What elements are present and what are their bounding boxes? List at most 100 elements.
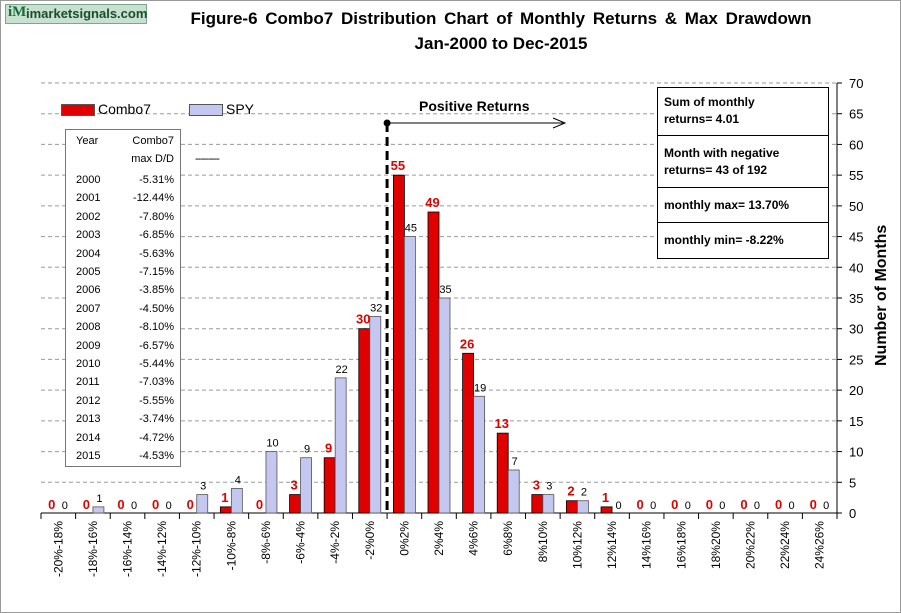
drawdown-value: -5.31%: [139, 174, 174, 186]
bar-spy: [542, 494, 555, 514]
data-label-spy: 4: [235, 474, 241, 486]
data-label-combo7: 0: [740, 497, 747, 512]
x-tick-label: -12%-10%: [190, 521, 204, 577]
bar-combo7: [566, 500, 578, 514]
y-tick-label: 15: [849, 414, 863, 429]
x-tick-label: 6%8%: [501, 521, 515, 556]
data-label-combo7: 49: [425, 195, 439, 210]
logo-mark: iM: [8, 4, 27, 20]
data-label-combo7: 0: [775, 497, 782, 512]
data-label-spy: 0: [62, 500, 68, 512]
y-tick-label: 50: [849, 199, 863, 214]
drawdown-year: 2005: [76, 266, 101, 278]
y-tick-label: 0: [849, 506, 856, 521]
drawdown-row: 2005 -7.15%: [66, 266, 180, 285]
drawdown-value: -4.72%: [139, 431, 174, 444]
x-tick-label: 8%10%: [536, 521, 550, 563]
drawdown-year: 2006: [76, 284, 101, 297]
drawdown-row: 2004 -5.63%: [66, 248, 180, 267]
bar-spy: [300, 457, 312, 514]
bar-spy: [196, 494, 209, 514]
bar-combo7: [392, 174, 405, 514]
bar-spy: [92, 506, 105, 514]
x-tick-label: 20%22%: [743, 521, 757, 569]
bar-combo7: [289, 494, 301, 514]
bar-spy: [403, 236, 416, 514]
drawdown-value: -4.50%: [139, 302, 174, 315]
bar-spy: [507, 469, 520, 514]
drawdown-year: 2008: [76, 321, 101, 334]
y-tick-label: 10: [849, 445, 863, 460]
positive-returns-label: Positive Returns: [419, 98, 530, 114]
data-label-combo7: 0: [117, 497, 124, 512]
drawdown-year: 2013: [76, 413, 101, 426]
data-label-combo7: 0: [671, 497, 678, 512]
drawdown-value: -4.53%: [139, 450, 174, 462]
bar-combo7: [600, 506, 613, 514]
y-tick-label: 40: [849, 260, 863, 275]
drawdown-row: 2011 -7.03%: [66, 376, 180, 395]
drawdown-row: 2001 -12.44%: [66, 192, 180, 211]
drawdown-row: 2002 -7.80%: [66, 211, 180, 230]
bar-combo7: [531, 494, 544, 514]
drawdown-row: 2007 -4.50%: [66, 303, 180, 322]
y-tick-label: 20: [849, 383, 863, 398]
stat-max: monthly max= 13.70%: [658, 188, 828, 223]
data-label-combo7: 0: [637, 497, 644, 512]
data-label-spy: 0: [823, 500, 829, 512]
data-label-combo7: 0: [152, 497, 159, 512]
x-tick-label: -8%-6%: [259, 521, 273, 564]
drawdown-year: 2010: [76, 358, 101, 370]
data-label-spy: 32: [370, 302, 382, 314]
drawdown-row: 2009 -6.57%: [66, 340, 180, 359]
stats-box: Sum of monthly returns= 4.01 Month with …: [657, 87, 829, 259]
x-tick-label: 14%16%: [640, 521, 654, 569]
data-label-spy: 2: [581, 487, 587, 499]
data-label-combo7: 0: [187, 497, 194, 512]
drawdown-year: 2015: [76, 450, 101, 462]
data-label-spy: 9: [304, 444, 310, 456]
drawdown-year: 2001: [76, 192, 101, 205]
stat-min: monthly min= -8.22%: [658, 223, 828, 258]
drawdown-row: 2013 -3.74%: [66, 413, 180, 432]
x-tick-label: 0%2%: [397, 521, 411, 556]
bar-spy: [334, 377, 347, 514]
data-label-combo7: 0: [256, 497, 263, 512]
bar-spy: [577, 500, 589, 514]
bar-combo7: [219, 506, 232, 514]
site-logo[interactable]: iM imarketsignals.com: [5, 4, 147, 24]
stat-min-text: monthly min= -8.22%: [664, 233, 784, 247]
data-label-combo7: 3: [533, 478, 540, 493]
stat-neg-line2: returns= 43 of 192: [664, 163, 768, 177]
drawdown-row: 2008 -8.10%: [66, 321, 180, 340]
stat-sum-line1: Sum of monthly: [664, 95, 755, 109]
stat-sum-line2: returns= 4.01: [664, 112, 740, 126]
y-tick-label: 55: [849, 168, 863, 183]
stat-sum: Sum of monthly returns= 4.01: [658, 88, 828, 136]
drawdown-value: -7.80%: [139, 210, 174, 223]
drawdown-value: -7.03%: [139, 376, 174, 389]
data-label-spy: 0: [685, 500, 691, 512]
legend-item-spy: SPY: [189, 101, 254, 117]
x-tick-label: 2%4%: [432, 521, 446, 556]
drawdown-value: -5.63%: [139, 247, 174, 260]
drawdown-row: 2010 -5.44%: [66, 358, 180, 377]
x-tick-label: -20%-18%: [51, 521, 65, 577]
y-tick-label: 25: [849, 352, 863, 367]
drawdown-year: 2009: [76, 339, 101, 352]
drawdown-year: 2011: [76, 376, 100, 389]
data-label-combo7: 26: [460, 336, 474, 351]
bar-combo7: [496, 432, 509, 514]
drawdown-row: 2015 -4.53%: [66, 450, 180, 469]
data-label-spy: 0: [789, 500, 795, 512]
drawdown-table: Year Combo7 max D/D 2000 -5.31% 2001 -12.44…: [65, 129, 181, 467]
drawdown-year: 2004: [76, 247, 101, 260]
data-label-spy: 22: [336, 364, 348, 376]
data-label-spy: 10: [266, 438, 278, 450]
bar-spy: [369, 316, 382, 514]
drawdown-year: 2000: [76, 174, 101, 186]
y-tick-label: 5: [849, 475, 856, 490]
data-label-spy: 0: [166, 500, 172, 512]
drawdown-value: -3.85%: [139, 284, 174, 297]
